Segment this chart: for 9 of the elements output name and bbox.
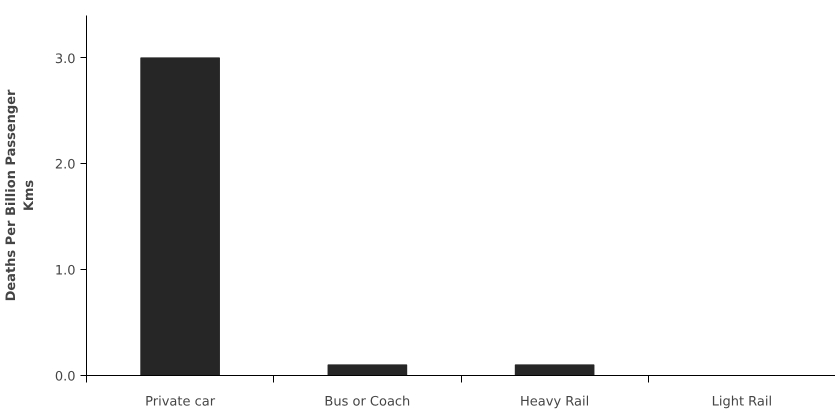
x-tick-label: Private car <box>145 394 216 410</box>
y-tick-label: 3.0 <box>54 52 76 67</box>
x-tick-label: Bus or Coach <box>324 394 410 410</box>
y-tick-label: 0.0 <box>54 370 76 384</box>
y-tick-label: 2.0 <box>54 158 76 173</box>
x-tick-label: Heavy Rail <box>520 394 590 410</box>
y-tick-label: 1.0 <box>54 264 76 279</box>
y-axis-title: Deaths Per Billion Passenger Kms <box>4 88 37 302</box>
x-tick-label: Light Rail <box>712 394 772 410</box>
